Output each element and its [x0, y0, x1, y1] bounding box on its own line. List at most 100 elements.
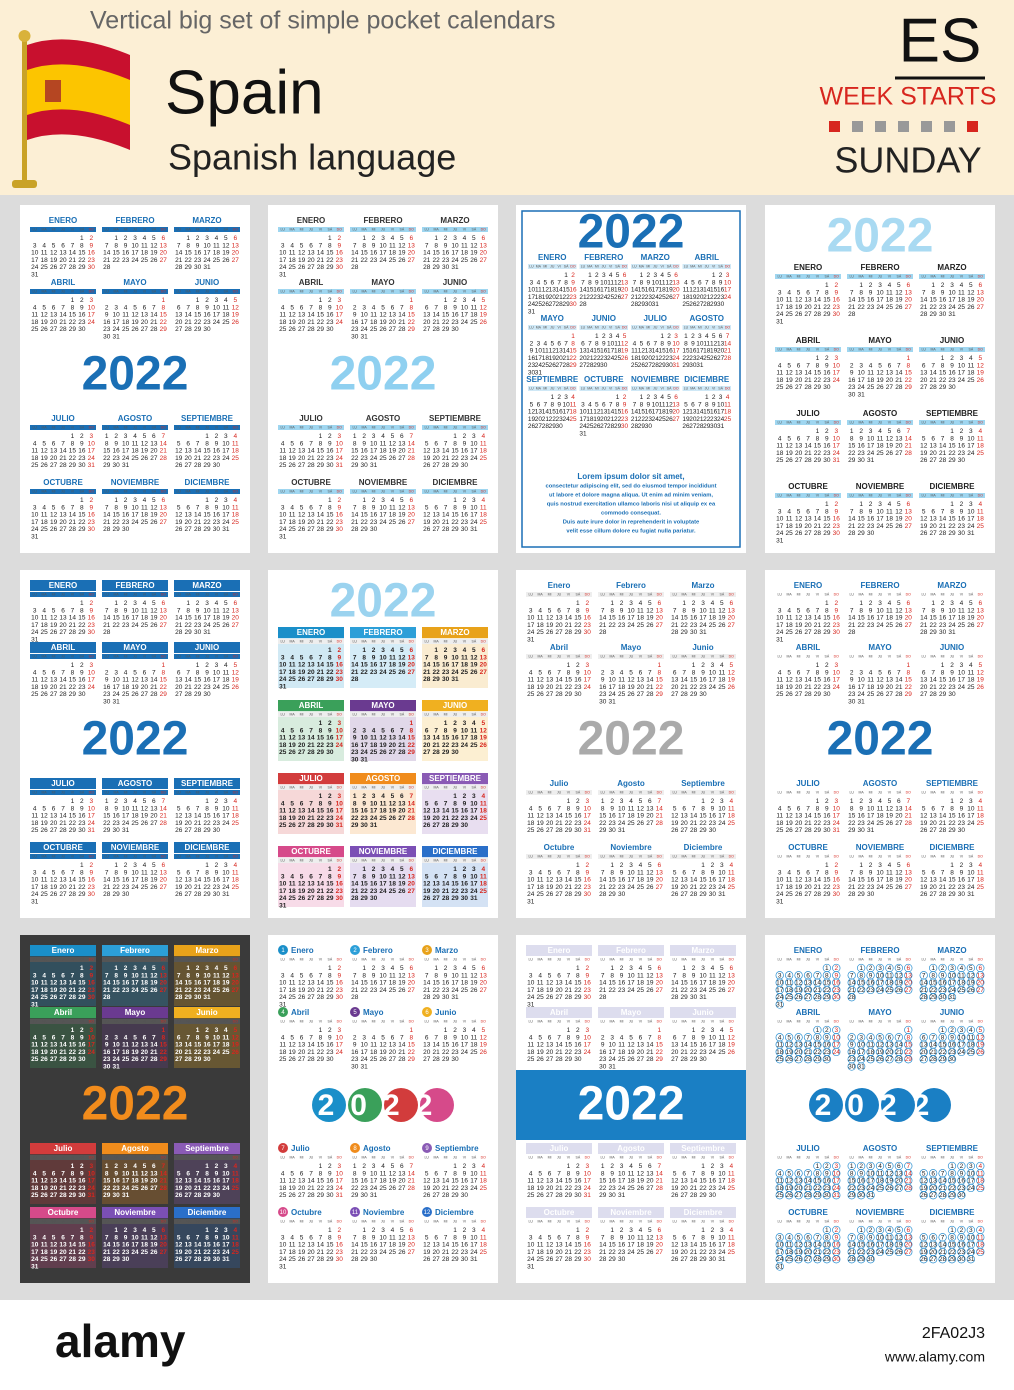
- day: 6: [300, 800, 304, 807]
- day: 13: [50, 1042, 58, 1049]
- day: 15: [451, 881, 459, 888]
- weekday-strip: [30, 425, 96, 430]
- day: 22: [326, 669, 334, 676]
- day: 25: [537, 629, 545, 636]
- day: 5: [667, 272, 671, 279]
- day: 24: [867, 450, 875, 457]
- day: 28: [59, 691, 67, 698]
- day: 29: [930, 311, 938, 318]
- day: 1: [453, 433, 457, 440]
- day: 20: [433, 519, 441, 526]
- day: 3: [337, 433, 341, 440]
- day: 17: [336, 312, 344, 319]
- day: 1: [825, 600, 829, 607]
- day: 12: [480, 727, 488, 734]
- day: 10: [31, 980, 39, 987]
- month-header: [102, 945, 168, 956]
- day: 9: [834, 607, 838, 614]
- day: 14: [351, 881, 359, 888]
- day: 28: [194, 462, 202, 469]
- day: 25: [370, 326, 378, 333]
- day: 3: [453, 965, 457, 972]
- weekday-strip: [919, 347, 985, 352]
- day: 26: [41, 462, 49, 469]
- month-name: Diciembre: [684, 843, 723, 852]
- day: 15: [699, 877, 707, 884]
- day: 8: [616, 401, 620, 408]
- day: 23: [336, 987, 344, 994]
- card-frame: [521, 210, 741, 548]
- day: 20: [555, 884, 563, 891]
- day: 15: [586, 287, 594, 294]
- weekday: LU: [921, 494, 926, 498]
- weekday: SÁ: [224, 228, 229, 232]
- day: 16: [122, 980, 130, 987]
- day: 11: [977, 805, 984, 812]
- day: 3: [529, 869, 533, 876]
- day: 21: [351, 1249, 359, 1256]
- day: 25: [786, 891, 794, 898]
- day: 17: [336, 1178, 344, 1185]
- day: 6: [177, 304, 181, 311]
- day: 4: [878, 428, 882, 435]
- day: 28: [185, 1056, 193, 1063]
- day: 21: [599, 622, 607, 629]
- day: 2: [623, 394, 627, 401]
- day: 17: [31, 622, 39, 629]
- day: 4: [33, 440, 37, 447]
- day: 25: [867, 691, 875, 698]
- day: 16: [326, 808, 334, 815]
- month-name: ABRIL: [796, 643, 821, 652]
- day: 8: [906, 669, 910, 676]
- day: 10: [724, 279, 732, 286]
- weekday: JU: [701, 593, 706, 597]
- day: 13: [930, 813, 938, 820]
- day: 26: [175, 462, 183, 469]
- day: 9: [576, 669, 580, 676]
- day: 23: [370, 257, 378, 264]
- day: 26: [398, 257, 406, 264]
- day: 14: [175, 615, 183, 622]
- day: 19: [728, 677, 736, 684]
- weekday: SÁ: [328, 859, 333, 863]
- day: 20: [886, 377, 894, 384]
- day: 21: [920, 622, 928, 629]
- day: 20: [546, 820, 554, 827]
- month-number: 2: [353, 948, 357, 954]
- weekday: JU: [453, 228, 458, 232]
- day: 3: [133, 862, 137, 869]
- day: 2: [941, 600, 945, 607]
- day: 20: [905, 877, 913, 884]
- day: 27: [307, 264, 315, 271]
- day: 11: [470, 727, 477, 734]
- day: 11: [786, 516, 793, 523]
- day: 16: [78, 677, 86, 684]
- day: 30: [351, 1064, 359, 1071]
- weekday: VI: [711, 855, 714, 859]
- weekday: LU: [921, 348, 926, 352]
- day: 20: [160, 512, 168, 519]
- weekday: JU: [381, 640, 386, 644]
- day: 30: [213, 1192, 221, 1199]
- day: 29: [703, 423, 711, 430]
- day: 23: [122, 519, 130, 526]
- weekday: SÁ: [152, 593, 157, 597]
- day: 12: [795, 615, 803, 622]
- weekday: MA: [290, 290, 296, 294]
- day: 21: [433, 319, 441, 326]
- day: 17: [967, 443, 975, 450]
- day: 5: [667, 394, 671, 401]
- day: 23: [88, 519, 96, 526]
- weekday: JU: [309, 958, 314, 962]
- day: 4: [463, 235, 467, 242]
- day: 22: [160, 1049, 168, 1056]
- weekday: JU: [629, 655, 634, 659]
- day: 16: [88, 250, 96, 257]
- weekday: DO: [161, 655, 167, 659]
- day: 5: [143, 433, 147, 440]
- weekday: VI: [71, 655, 74, 659]
- month-number-dot: [278, 1207, 288, 1217]
- day: 7: [105, 869, 109, 876]
- weekday-strip: [350, 785, 416, 790]
- day: 1: [71, 297, 75, 304]
